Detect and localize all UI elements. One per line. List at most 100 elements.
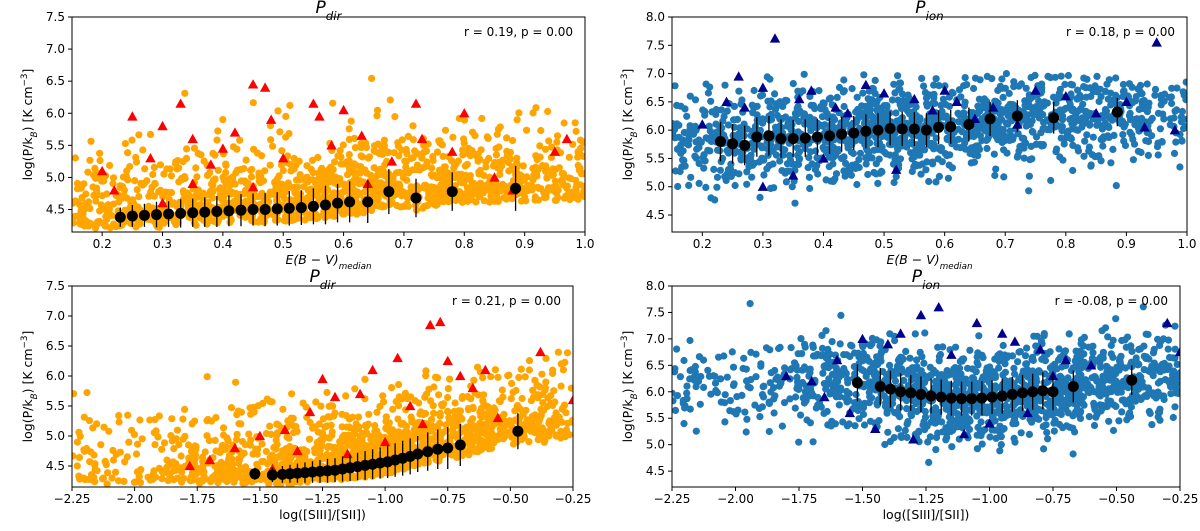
scatter-point <box>135 131 143 139</box>
scatter-point <box>970 84 978 93</box>
scatter-point <box>1067 80 1075 88</box>
scatter-point <box>411 147 419 155</box>
binned-median-point <box>727 138 739 150</box>
scatter-point <box>677 149 685 157</box>
triangle-point <box>480 364 491 375</box>
scatter-point <box>938 107 946 116</box>
scatter-point <box>431 200 439 208</box>
scatter-point <box>773 142 782 150</box>
scatter-point <box>757 142 766 150</box>
scatter-point <box>1046 74 1055 82</box>
scatter-point <box>186 200 194 208</box>
scatter-point <box>444 393 452 402</box>
scatter-point <box>702 183 710 191</box>
scatter-point <box>942 100 950 108</box>
scatter-point <box>201 448 209 456</box>
scatter-point <box>793 104 801 112</box>
triangle-point <box>878 88 890 98</box>
scatter-point <box>579 138 585 146</box>
scatter-point <box>357 152 365 160</box>
scatter-point <box>1058 127 1066 135</box>
scatter-point <box>477 421 485 429</box>
scatter-point <box>1112 74 1120 82</box>
scatter-point <box>97 441 105 449</box>
scatter-point <box>474 363 482 371</box>
scatter-point <box>152 427 160 435</box>
scatter-point <box>132 223 140 231</box>
binned-median-point <box>920 124 932 136</box>
scatter-point <box>320 176 328 184</box>
scatter-point <box>121 140 129 148</box>
scatter-point <box>381 161 389 169</box>
scatter-point <box>72 154 79 162</box>
scatter-point <box>484 186 493 194</box>
scatter-point <box>1086 84 1094 92</box>
scatter-point <box>836 340 844 348</box>
scatter-point <box>422 181 430 189</box>
scatter-point <box>76 432 84 440</box>
scatter-point <box>935 172 944 180</box>
scatter-point <box>1157 101 1165 109</box>
scatter-point <box>532 163 540 171</box>
scatter-point <box>472 198 480 206</box>
scatter-point <box>942 112 951 120</box>
scatter-point <box>392 169 401 177</box>
scatter-point <box>967 159 975 167</box>
triangle-point <box>909 93 920 104</box>
scatter-point <box>130 478 138 486</box>
scatter-point <box>1078 114 1086 122</box>
y-axis-label: log(P/kB) [K cm−3] <box>20 331 40 443</box>
scatter-point <box>776 157 784 165</box>
scatter-point <box>853 93 861 101</box>
scatter-point <box>756 193 764 201</box>
scatter-point <box>498 184 506 192</box>
scatter-point <box>128 136 136 144</box>
binned-median-point <box>442 442 454 454</box>
scatter-point <box>717 375 725 383</box>
scatter-point <box>146 416 154 424</box>
scatter-point <box>559 366 568 374</box>
scatter-point <box>1067 135 1075 143</box>
scatter-point <box>219 116 227 124</box>
scatter-point <box>199 477 207 485</box>
scatter-point <box>923 158 931 166</box>
scatter-point <box>421 393 429 401</box>
scatter-point <box>276 128 284 136</box>
scatter-point <box>922 166 930 174</box>
scatter-point <box>1104 122 1112 130</box>
x-tick-label: 0.4 <box>814 237 833 251</box>
scatter-point <box>319 415 327 423</box>
scatter-point <box>559 170 567 178</box>
scatter-point <box>1168 99 1176 108</box>
scatter-point <box>508 136 517 145</box>
scatter-point <box>246 404 254 412</box>
scatter-point <box>557 382 565 390</box>
scatter-point <box>211 462 219 470</box>
scatter-point <box>926 433 935 441</box>
binned-median-point <box>175 207 187 219</box>
y-tick-label: 6.5 <box>646 95 665 109</box>
scatter-point <box>357 208 365 216</box>
scatter-point <box>771 105 780 113</box>
scatter-point <box>359 431 367 440</box>
scatter-point <box>257 475 265 483</box>
scatter-point <box>331 409 339 417</box>
scatter-point <box>1083 131 1091 139</box>
scatter-point <box>1173 84 1181 92</box>
scatter-point <box>247 173 256 181</box>
scatter-point <box>212 414 220 422</box>
triangle-point <box>842 107 853 118</box>
scatter-point <box>115 412 123 420</box>
scatter-point <box>269 142 277 150</box>
scatter-point <box>1035 97 1043 105</box>
scatter-point <box>872 170 880 178</box>
scatter-point <box>955 118 963 126</box>
scatter-point <box>340 473 348 481</box>
triangle-point <box>145 152 156 163</box>
scatter-point <box>285 130 293 138</box>
scatter-point <box>96 149 104 157</box>
scatter-point <box>1167 93 1175 101</box>
scatter-point <box>1115 417 1123 425</box>
scatter-point <box>1047 176 1055 185</box>
triangle-point <box>697 119 708 129</box>
